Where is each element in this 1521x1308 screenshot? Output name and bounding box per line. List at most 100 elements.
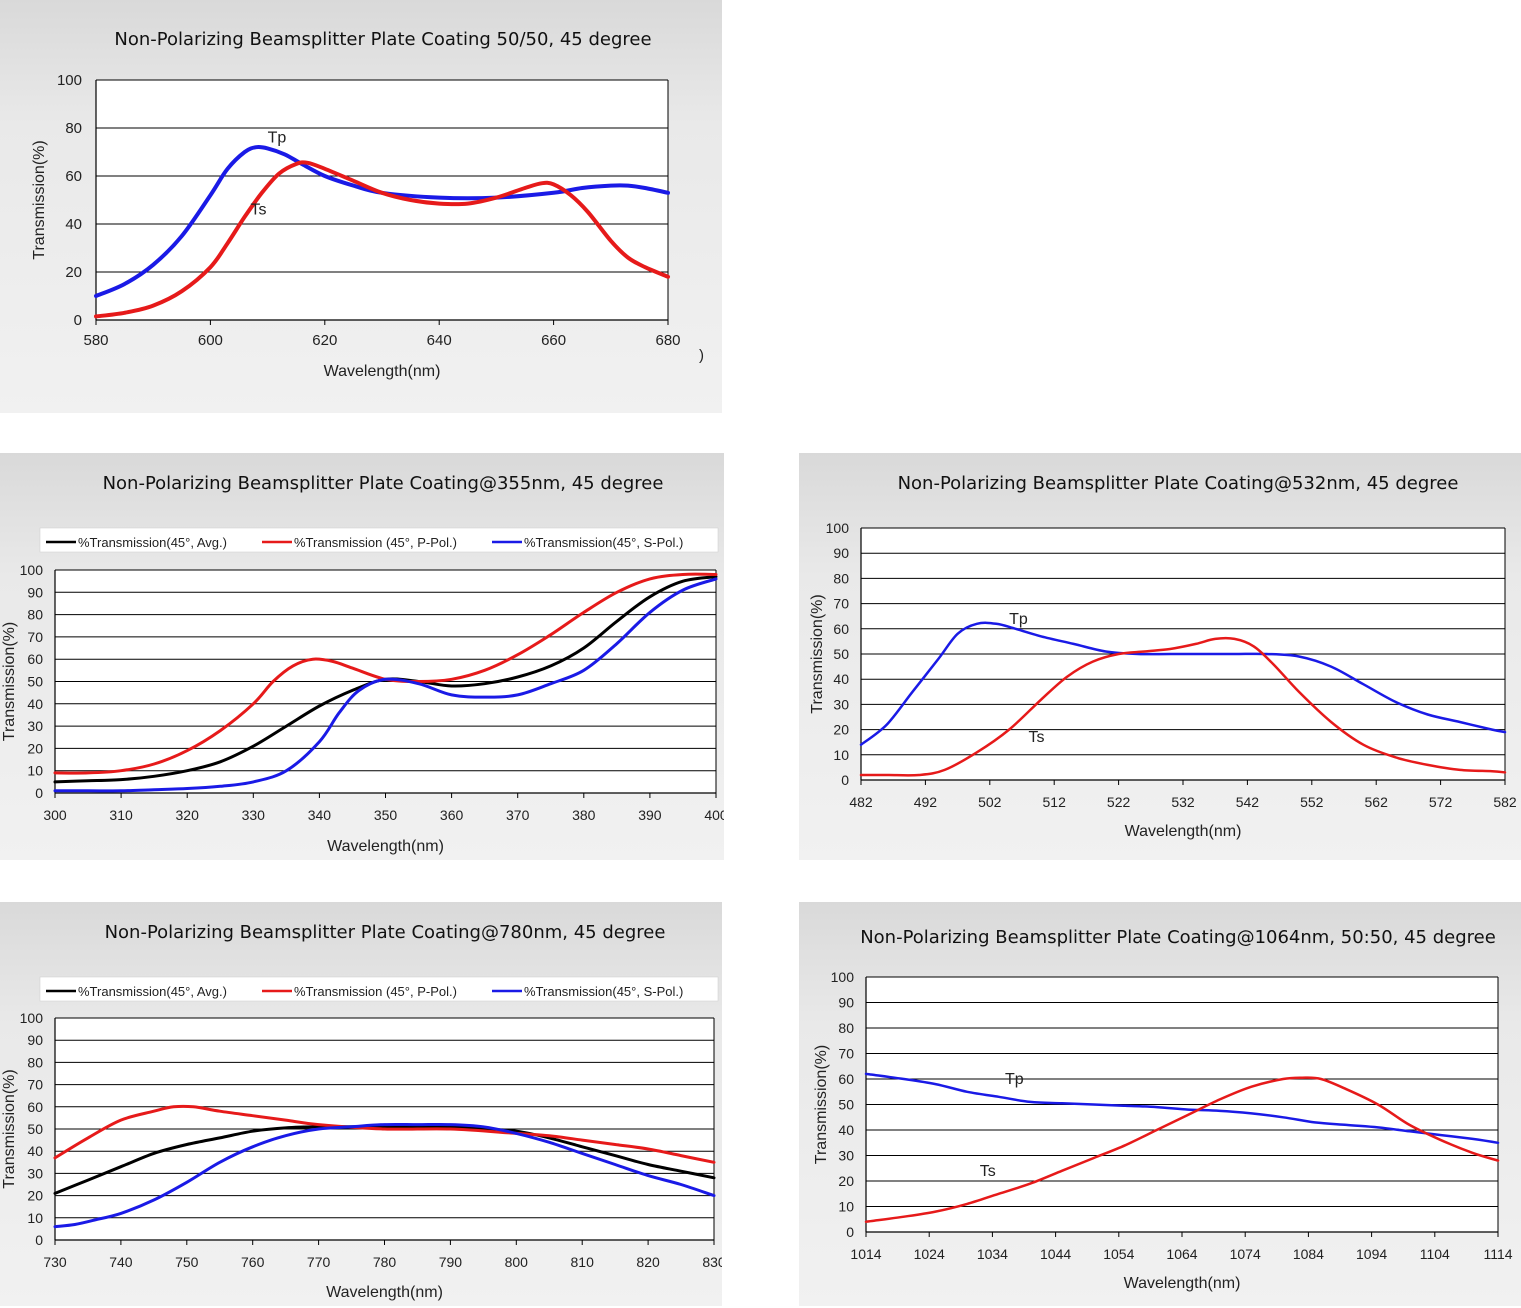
- y-tick-label: 0: [841, 772, 849, 788]
- y-tick-label: 50: [833, 646, 849, 662]
- y-tick-label: 100: [20, 562, 44, 578]
- legend-label: %Transmission (45°, P-Pol.): [294, 984, 457, 999]
- legend-box: [39, 976, 719, 1002]
- y-tick-label: 0: [74, 312, 82, 329]
- y-tick-label: 100: [20, 1010, 44, 1026]
- legend: %Transmission(45°, Avg.) %Transmission (4…: [39, 976, 719, 1002]
- x-tick-label: 360: [440, 807, 464, 823]
- x-tick-label: 1104: [1420, 1246, 1450, 1262]
- y-tick-label: 40: [833, 671, 849, 687]
- x-tick-label: 1024: [914, 1246, 945, 1262]
- x-tick-label: 790: [439, 1254, 463, 1270]
- x-tick-label: 770: [307, 1254, 331, 1270]
- x-tick-label: 380: [572, 807, 596, 823]
- x-tick-label: 1074: [1230, 1246, 1261, 1262]
- y-tick-label: 80: [838, 1020, 854, 1036]
- y-tick-label: 80: [27, 1054, 43, 1070]
- curve-annotation: Ts: [980, 1163, 996, 1180]
- y-tick-label: 10: [838, 1199, 854, 1215]
- y-tick-label: 10: [27, 763, 43, 779]
- y-axis-label: Transmission(%): [31, 140, 48, 259]
- x-tick-label: 660: [541, 332, 566, 349]
- x-tick-label: 680: [655, 332, 680, 349]
- chart-svg-532nm: Non-Polarizing Beamsplitter Plate Coatin…: [809, 473, 1517, 840]
- y-tick-label: 10: [833, 747, 849, 763]
- y-tick-label: 10: [27, 1210, 43, 1226]
- y-tick-label: 20: [65, 264, 82, 281]
- plot-area: 0 20 40 60 80 100 580 600 620 640 660 680 Wavelength…: [31, 72, 681, 380]
- y-tick-label: 90: [27, 584, 43, 600]
- y-tick-label: 80: [65, 120, 82, 137]
- x-tick-label: 1114: [1483, 1246, 1512, 1262]
- y-tick-label: 20: [27, 1188, 43, 1204]
- x-tick-label: 740: [109, 1254, 133, 1270]
- series-line-tp: [859, 621, 1507, 746]
- series-line-ts: [859, 636, 1507, 777]
- legend-label: %Transmission (45°, P-Pol.): [294, 535, 457, 550]
- chart-svg-780nm: Non-Polarizing Beamsplitter Plate Coatin…: [1, 922, 722, 1301]
- x-tick-label: 482: [849, 794, 873, 810]
- x-tick-label: 310: [109, 807, 133, 823]
- curve-annotation: Tp: [1005, 1071, 1024, 1088]
- x-tick-label: 512: [1043, 794, 1067, 810]
- x-tick-label: 1034: [977, 1246, 1008, 1262]
- chart-panel-1064nm: Non-Polarizing Beamsplitter Plate Coatin…: [799, 902, 1521, 1306]
- y-tick-label: 0: [846, 1224, 854, 1240]
- x-tick-label: 492: [914, 794, 938, 810]
- x-tick-label: 572: [1429, 794, 1453, 810]
- x-axis-label: Wavelength(nm): [1124, 1275, 1241, 1292]
- curve-annotation: Tp: [1009, 611, 1028, 628]
- series-line--transmission-45-p-pol-: [53, 572, 718, 775]
- y-tick-label: 80: [27, 607, 43, 623]
- plot-area: 0 10 20 30 40 50 60 70 80 90 100 730 740 750 760 770 780…: [1, 1010, 722, 1301]
- x-tick-label: 502: [978, 794, 1002, 810]
- x-tick-label: 522: [1107, 794, 1131, 810]
- x-tick-label: 580: [83, 332, 108, 349]
- x-axis-label: Wavelength(nm): [327, 838, 444, 855]
- x-tick-label: 750: [175, 1254, 199, 1270]
- y-tick-label: 100: [831, 969, 855, 985]
- series-line-tp: [94, 144, 670, 298]
- y-tick-label: 40: [27, 1143, 43, 1159]
- series-line-ts: [864, 1076, 1500, 1224]
- x-tick-label: 542: [1236, 794, 1260, 810]
- x-tick-label: 300: [43, 807, 67, 823]
- y-tick-label: 60: [27, 651, 43, 667]
- x-tick-label: 760: [241, 1254, 265, 1270]
- y-tick-label: 60: [27, 1099, 43, 1115]
- x-tick-label: 830: [702, 1254, 722, 1270]
- y-tick-label: 30: [27, 718, 43, 734]
- x-tick-label: 400: [704, 807, 724, 823]
- x-tick-label: 600: [198, 332, 223, 349]
- y-tick-label: 70: [833, 596, 849, 612]
- plot-area: 0 10 20 30 40 50 60 70 80 90 100 300 310 320 330 340 350…: [1, 562, 724, 855]
- chart-title: Non-Polarizing Beamsplitter Plate Coatin…: [103, 473, 664, 494]
- chart-panel-532nm: Non-Polarizing Beamsplitter Plate Coatin…: [799, 453, 1521, 860]
- y-tick-label: 30: [27, 1165, 43, 1181]
- x-tick-label: 532: [1171, 794, 1195, 810]
- x-tick-label: 390: [638, 807, 662, 823]
- x-tick-label: 340: [308, 807, 332, 823]
- curve-annotation: Ts: [250, 201, 266, 218]
- y-axis-label: Transmission(%): [1, 622, 18, 741]
- stray-mark: ): [699, 347, 704, 364]
- chart-title: Non-Polarizing Beamsplitter Plate Coatin…: [114, 29, 651, 50]
- chart-svg-1064nm: Non-Polarizing Beamsplitter Plate Coatin…: [813, 927, 1513, 1292]
- series-line-ts: [94, 160, 670, 319]
- legend-label: %Transmission(45°, Avg.): [78, 984, 227, 999]
- y-tick-label: 90: [838, 995, 854, 1011]
- y-tick-label: 20: [838, 1173, 854, 1189]
- x-tick-label: 1044: [1040, 1246, 1071, 1262]
- y-tick-label: 30: [833, 696, 849, 712]
- x-tick-label: 1094: [1356, 1246, 1387, 1262]
- y-tick-label: 70: [838, 1046, 854, 1062]
- x-tick-label: 730: [43, 1254, 67, 1270]
- y-tick-label: 0: [35, 785, 43, 801]
- x-tick-label: 800: [505, 1254, 529, 1270]
- y-tick-label: 60: [65, 168, 82, 185]
- y-tick-label: 20: [833, 722, 849, 738]
- chart-panel-50-50: Non-Polarizing Beamsplitter Plate Coatin…: [0, 0, 722, 413]
- x-tick-label: 330: [242, 807, 266, 823]
- y-tick-label: 40: [65, 216, 82, 233]
- y-tick-label: 40: [27, 696, 43, 712]
